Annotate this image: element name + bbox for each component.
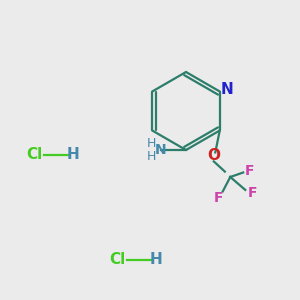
Text: H: H — [67, 147, 80, 162]
Text: N: N — [221, 82, 234, 97]
Text: H: H — [146, 150, 156, 163]
Text: H: H — [146, 137, 156, 150]
Text: F: F — [214, 191, 223, 205]
Text: F: F — [245, 164, 254, 178]
Text: Cl: Cl — [26, 147, 43, 162]
Text: O: O — [207, 148, 220, 163]
Text: N: N — [155, 143, 166, 157]
Text: H: H — [150, 252, 162, 267]
Text: F: F — [248, 187, 257, 200]
Text: Cl: Cl — [109, 252, 125, 267]
